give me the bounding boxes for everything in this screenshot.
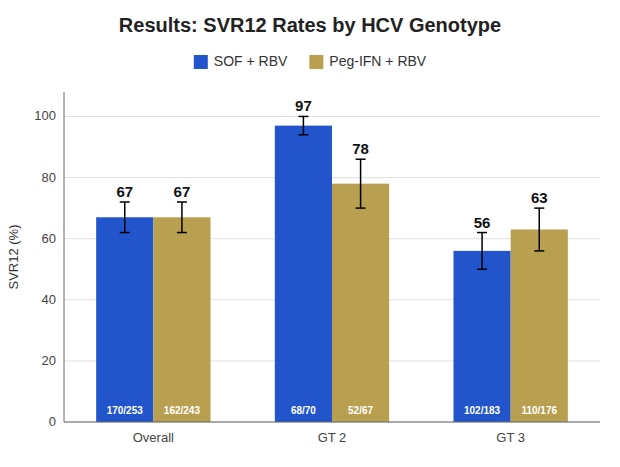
bar xyxy=(275,126,332,422)
legend-label: Peg-IFN + RBV xyxy=(329,53,427,69)
annotation: 162/243 xyxy=(164,405,201,416)
y-tick-label: 20 xyxy=(42,353,56,368)
data-label: 56 xyxy=(474,214,491,231)
error-cap xyxy=(534,207,544,209)
annotation: 68/70 xyxy=(291,405,316,416)
error-cap xyxy=(534,250,544,252)
data-label: 67 xyxy=(116,183,133,200)
data-label: 97 xyxy=(295,97,312,114)
title: Results: SVR12 Rates by HCV Genotype xyxy=(119,14,501,36)
bar xyxy=(332,184,389,422)
y-axis-label: SVR12 (%) xyxy=(6,224,21,289)
error-bar xyxy=(534,208,544,251)
annotation: 110/176 xyxy=(521,405,557,416)
grid-line xyxy=(64,422,600,423)
error-bar xyxy=(298,116,308,134)
error-cap xyxy=(477,232,487,234)
error-bar xyxy=(120,202,130,233)
bar xyxy=(511,230,568,423)
error-bar xyxy=(477,233,487,270)
y-tick-label: 100 xyxy=(34,108,56,123)
data-label: 63 xyxy=(531,189,548,206)
x-tick-label: GT 3 xyxy=(496,430,525,445)
error-cap xyxy=(177,232,187,234)
error-line xyxy=(360,159,362,208)
error-cap xyxy=(120,232,130,234)
error-cap xyxy=(356,207,366,209)
error-line xyxy=(539,208,541,251)
x-axis-line xyxy=(64,422,600,423)
y-tick-label: 40 xyxy=(42,292,56,307)
x-tick-label: Overall xyxy=(133,430,174,445)
marks xyxy=(96,116,568,422)
legend: SOF + RBV Peg-IFN + RBV xyxy=(194,53,427,69)
grid-line xyxy=(64,116,600,117)
annotation: 170/253 xyxy=(107,405,144,416)
chart: Results: SVR12 Rates by HCV Genotype SOF … xyxy=(0,0,620,467)
x-tick-label: GT 2 xyxy=(318,430,347,445)
error-cap xyxy=(477,268,487,270)
bar xyxy=(96,217,153,422)
y-axis-line xyxy=(64,92,65,422)
error-bar xyxy=(177,202,187,233)
y-tick-label: 0 xyxy=(49,414,56,429)
error-line xyxy=(124,202,126,233)
error-line xyxy=(181,202,183,233)
bar xyxy=(453,251,510,422)
legend-swatch xyxy=(309,55,323,69)
data-label: 78 xyxy=(352,140,369,157)
annotation: 52/67 xyxy=(348,405,373,416)
annotation: 102/183 xyxy=(464,405,501,416)
legend-item: SOF + RBV xyxy=(194,53,288,69)
y-tick-label: 80 xyxy=(42,170,56,185)
grid xyxy=(64,116,600,422)
error-cap xyxy=(356,158,366,160)
error-cap xyxy=(177,201,187,203)
legend-swatch xyxy=(194,55,208,69)
error-bar xyxy=(356,159,366,208)
labels: Overall 67 170/253 67 162/243 GT 2 97 68/70 78 52… xyxy=(107,97,558,445)
error-cap xyxy=(298,134,308,136)
error-cap xyxy=(120,201,130,203)
legend-label: SOF + RBV xyxy=(214,53,288,69)
error-cap xyxy=(298,116,308,118)
error-line xyxy=(481,233,483,270)
legend-item: Peg-IFN + RBV xyxy=(309,53,427,69)
data-label: 67 xyxy=(174,183,191,200)
y-tick-label: 60 xyxy=(42,231,56,246)
error-line xyxy=(303,116,305,134)
bar xyxy=(153,217,210,422)
